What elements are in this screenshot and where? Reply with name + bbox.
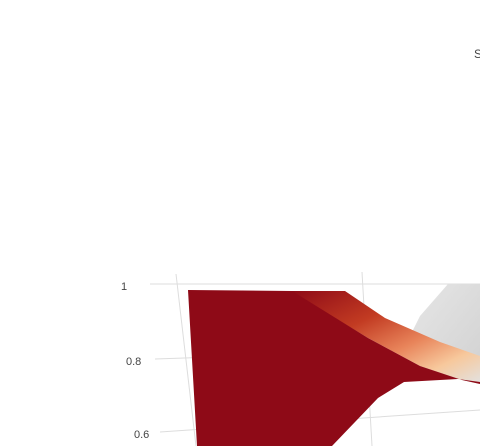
corner-text: S [474, 47, 480, 61]
surface-grey-region [412, 284, 480, 372]
z-tick-label-1: 1 [121, 281, 127, 293]
z-tick-label-0.6: 0.6 [134, 429, 149, 441]
z-tick-label-0.8: 0.8 [126, 356, 141, 368]
surface-gradient-band [290, 291, 480, 384]
surface-dark-region [188, 290, 480, 446]
